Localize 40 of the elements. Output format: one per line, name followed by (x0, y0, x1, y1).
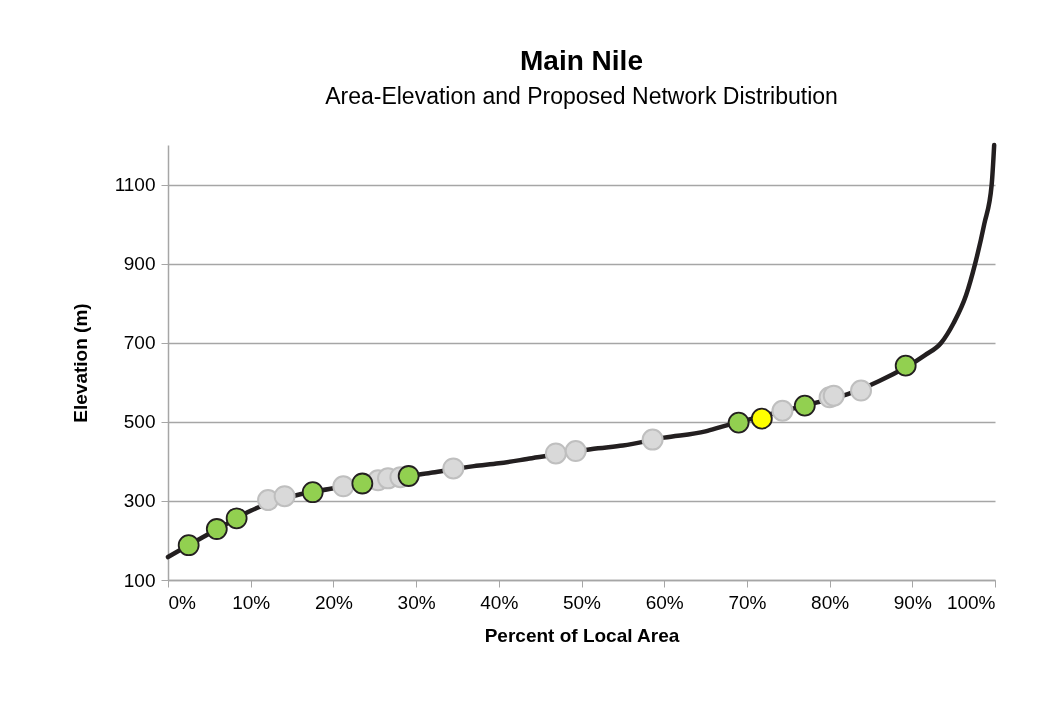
point (750, 407, 773, 430)
point (205, 518, 228, 540)
y-tick-label: 100 (123, 569, 156, 591)
x-tick-label: 100% (946, 591, 996, 613)
x-tick-label: 60% (645, 591, 684, 613)
y-tick-label: 900 (123, 253, 156, 275)
point (850, 379, 873, 402)
x-tick-label: 40% (480, 591, 519, 613)
x-axis-title: Percent of Local Area (484, 624, 680, 646)
x-tick-label: 20% (314, 591, 354, 613)
y-tick-label: 1100 (114, 174, 156, 196)
x-tick-label: 70% (728, 591, 767, 613)
line-series (165, 142, 997, 560)
chart-subtitle: Area-Elevation and Proposed Network Distribution (325, 82, 838, 109)
point (442, 457, 465, 480)
x-tick-label: 30% (397, 591, 436, 613)
point (397, 465, 420, 487)
chart-title: Main Nile (520, 44, 643, 76)
point (301, 481, 324, 504)
x-tick-label: 0% (168, 591, 197, 613)
point (727, 411, 750, 434)
point (177, 534, 200, 557)
x-tick-label: 90% (893, 591, 932, 613)
point (225, 507, 248, 530)
point (771, 399, 794, 422)
point (793, 394, 816, 417)
point (351, 472, 374, 495)
point (332, 475, 355, 498)
point (641, 428, 664, 451)
point (544, 442, 567, 465)
point (894, 354, 917, 377)
y-tick-label: 700 (123, 332, 156, 354)
y-tick-label: 300 (123, 490, 156, 512)
x-tick-label: 10% (232, 591, 271, 613)
point (564, 440, 587, 463)
y-tick-label: 500 (123, 411, 156, 433)
x-tick-label: 50% (562, 591, 602, 613)
y-axis-title: Elevation (m) (69, 303, 91, 423)
point (273, 485, 296, 508)
x-tick-label: 80% (811, 591, 850, 613)
